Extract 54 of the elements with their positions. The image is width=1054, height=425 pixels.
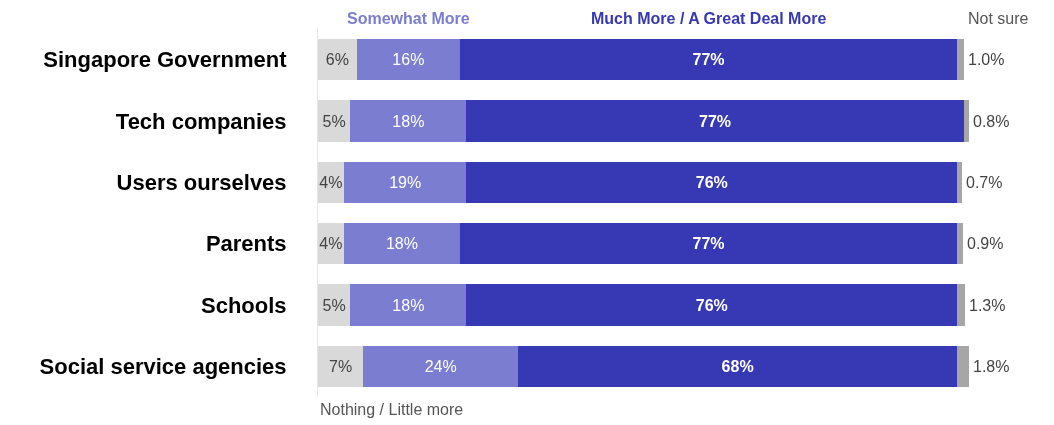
data-label: 77% bbox=[692, 235, 725, 253]
bar bbox=[957, 345, 969, 387]
bar bbox=[356, 39, 461, 81]
data-label: 0.8% bbox=[973, 113, 1010, 130]
y-tick-label: Schools bbox=[201, 292, 287, 318]
bar bbox=[460, 223, 958, 265]
data-label: 1.0% bbox=[968, 51, 1005, 68]
bar bbox=[318, 39, 357, 81]
data-label: 1.8% bbox=[973, 358, 1010, 375]
data-label: 4% bbox=[319, 173, 343, 191]
data-label: 5% bbox=[322, 296, 346, 314]
data-label: 6% bbox=[325, 51, 349, 69]
data-label: 76% bbox=[695, 173, 728, 191]
data-label: 18% bbox=[392, 296, 425, 314]
bar bbox=[460, 39, 958, 81]
bar bbox=[957, 223, 963, 265]
data-label: 24% bbox=[424, 357, 457, 375]
data-label: 16% bbox=[392, 51, 425, 69]
bar bbox=[343, 161, 467, 203]
bar bbox=[957, 39, 964, 81]
bar bbox=[466, 284, 958, 326]
data-label: 77% bbox=[698, 112, 732, 130]
data-label: 4% bbox=[319, 235, 343, 253]
y-tick-label: Tech companies bbox=[115, 108, 287, 134]
data-label: 19% bbox=[389, 173, 422, 191]
bar bbox=[466, 161, 958, 203]
bar bbox=[957, 284, 966, 326]
data-label: 18% bbox=[392, 112, 425, 130]
bar bbox=[963, 100, 969, 142]
data-label: 0.9% bbox=[967, 235, 1004, 252]
y-tick-label: Singapore Government bbox=[43, 47, 288, 73]
data-label: 0.7% bbox=[966, 174, 1003, 191]
data-label: 76% bbox=[695, 296, 728, 314]
data-label: 7% bbox=[329, 357, 353, 375]
bar bbox=[350, 100, 467, 142]
bar bbox=[343, 223, 461, 265]
bar bbox=[466, 100, 964, 142]
data-label: 18% bbox=[385, 235, 418, 253]
series-label: Somewhat More bbox=[347, 10, 470, 27]
y-tick-label: Social service agencies bbox=[39, 354, 287, 380]
data-label: 1.3% bbox=[969, 297, 1006, 314]
bar bbox=[518, 345, 958, 387]
bar bbox=[363, 345, 519, 387]
series-label: Nothing / Little more bbox=[320, 401, 464, 418]
series-label: Not sure bbox=[968, 10, 1029, 27]
bar bbox=[350, 284, 467, 326]
y-tick-label: Users ourselves bbox=[116, 170, 287, 196]
data-label: 5% bbox=[322, 112, 346, 130]
bar bbox=[318, 345, 364, 387]
y-tick-label: Parents bbox=[205, 231, 287, 257]
data-label: 77% bbox=[692, 51, 725, 69]
data-label: 68% bbox=[721, 357, 754, 375]
bar bbox=[957, 161, 962, 203]
series-label: Much More / A Great Deal More bbox=[591, 10, 827, 27]
